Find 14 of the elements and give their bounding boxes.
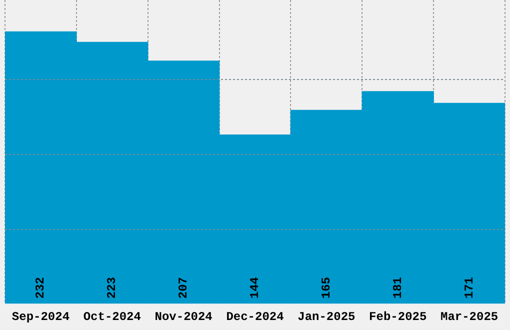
data-label: 144: [248, 276, 262, 299]
data-label: 171: [462, 276, 476, 299]
x-tick-label: Sep-2024: [12, 310, 70, 324]
x-tick-label: Nov-2024: [154, 310, 212, 324]
data-label: 207: [176, 276, 191, 299]
data-label: 223: [105, 276, 120, 299]
data-label: 181: [390, 276, 405, 299]
x-tick-label: Oct-2024: [83, 310, 141, 324]
x-tick-label: Jan-2025: [298, 310, 356, 324]
x-tick-label: Mar-2025: [440, 310, 498, 324]
x-tick-label: Feb-2025: [369, 310, 427, 324]
data-label: 165: [319, 276, 334, 299]
data-label: 232: [34, 276, 48, 299]
x-tick-label: Dec-2024: [226, 310, 284, 324]
